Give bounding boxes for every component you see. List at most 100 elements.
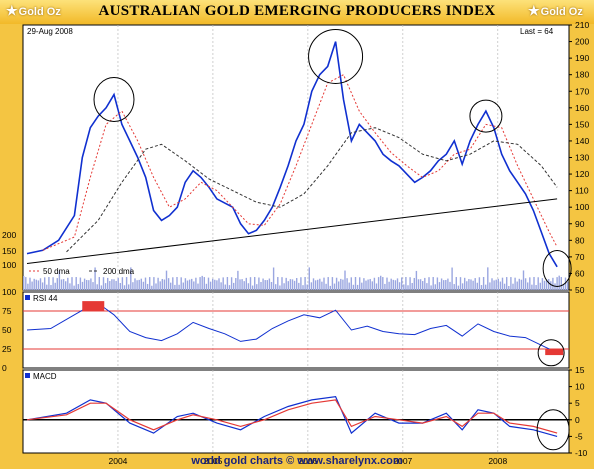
volume-bar <box>289 279 292 290</box>
volume-bar <box>304 277 306 290</box>
volume-bar <box>165 270 168 290</box>
volume-bar <box>434 284 436 290</box>
volume-bar <box>65 281 67 290</box>
volume-bar <box>394 280 397 290</box>
volume-bar <box>151 285 153 290</box>
volume-bar <box>512 283 514 290</box>
volume-bar <box>96 284 98 290</box>
volume-bar <box>419 279 422 290</box>
annotation-circle <box>537 339 565 367</box>
y-tick-label: 70 <box>575 252 585 262</box>
volume-bar <box>346 278 348 290</box>
y-tick-label: 210 <box>575 20 589 30</box>
volume-bar <box>258 277 260 290</box>
volume-bar <box>499 281 502 290</box>
volume-bar <box>281 277 283 290</box>
volume-bar <box>237 270 239 290</box>
volume-bar <box>338 281 340 290</box>
volume-bar <box>205 283 208 290</box>
volume-bar <box>233 282 235 290</box>
rsi-overbought-fill <box>82 301 105 311</box>
volume-bar <box>531 284 533 290</box>
volume-bar <box>468 279 470 290</box>
macd-y-tick-label: 0 <box>575 415 580 425</box>
volume-bar <box>449 281 451 290</box>
volume-bar <box>283 283 285 290</box>
volume-bar <box>264 280 266 290</box>
volume-bar <box>457 285 460 290</box>
volume-bar <box>182 282 184 290</box>
volume-bar <box>342 279 344 290</box>
volume-bar <box>29 277 31 290</box>
volume-bar <box>396 278 399 290</box>
volume-bar <box>430 285 432 290</box>
annotation-circle <box>308 28 364 84</box>
volume-bar <box>157 277 159 290</box>
macd-series-macd <box>26 395 558 437</box>
rsi-label: RSI 44 <box>33 294 58 303</box>
rsi-y-tick-label: 25 <box>2 344 12 354</box>
volume-bar <box>260 281 262 290</box>
volume-bar <box>224 284 226 290</box>
volume-bar <box>403 284 405 290</box>
volume-bar <box>193 281 195 290</box>
volume-bar <box>207 277 210 290</box>
volume-bar <box>144 277 147 290</box>
volume-bar <box>107 277 109 290</box>
y-tick-label: 200 <box>575 37 589 47</box>
volume-bar <box>533 277 535 290</box>
y-tick-label: 80 <box>575 235 585 245</box>
logo-left-text: Gold Oz <box>18 6 61 18</box>
volume-bar <box>497 278 499 290</box>
volume-bar <box>291 279 294 290</box>
title-bar: ★Gold Oz AUSTRALIAN GOLD EMERGING PRODUC… <box>0 0 594 24</box>
rsi-legend-swatch <box>25 295 30 300</box>
volume-bar <box>180 277 182 290</box>
volume-bar <box>329 285 331 290</box>
y-tick-label: 90 <box>575 219 585 229</box>
volume-bar <box>524 278 527 290</box>
volume-bar <box>388 281 390 290</box>
volume-bar <box>159 281 161 290</box>
volume-bar <box>81 281 84 290</box>
volume-bar <box>327 277 329 290</box>
volume-bar <box>109 281 111 290</box>
volume-bar <box>438 282 441 290</box>
volume-bar <box>415 270 418 290</box>
macd-y-tick-label: -5 <box>575 431 583 441</box>
volume-bar <box>241 279 243 290</box>
volume-bar <box>86 279 88 290</box>
volume-bar <box>382 277 384 290</box>
volume-bar <box>27 283 29 290</box>
volume-bar <box>514 277 516 290</box>
volume-bar <box>136 280 138 290</box>
volume-bar <box>25 277 27 290</box>
volume-bar <box>191 278 193 290</box>
volume-bar <box>413 277 415 290</box>
y-tick-label: 110 <box>575 186 589 196</box>
volume-bar <box>466 281 468 290</box>
x-tick-label: 2006 <box>298 456 317 466</box>
volume-bar <box>392 279 394 290</box>
x-tick-label: 2007 <box>393 456 412 466</box>
panel-border <box>22 291 570 369</box>
volume-bar <box>319 278 321 290</box>
volume-bar <box>296 278 298 290</box>
volume-bar <box>79 277 82 290</box>
panel-border <box>22 369 570 454</box>
volume-bar <box>123 285 126 290</box>
volume-bar <box>254 277 256 290</box>
volume-bar <box>121 277 124 290</box>
volume-bar <box>491 278 493 290</box>
volume-bar <box>279 285 281 290</box>
volume-bar <box>146 283 149 290</box>
y-tick-label: 170 <box>575 86 589 96</box>
volume-bar <box>480 285 483 290</box>
volume-bar <box>348 282 350 290</box>
volume-bar <box>459 277 462 290</box>
rsi-y-tick-label: 100 <box>2 287 16 297</box>
macd-y-tick-label: -10 <box>575 448 588 458</box>
volume-bar <box>417 279 420 290</box>
volume-bar <box>371 281 373 290</box>
